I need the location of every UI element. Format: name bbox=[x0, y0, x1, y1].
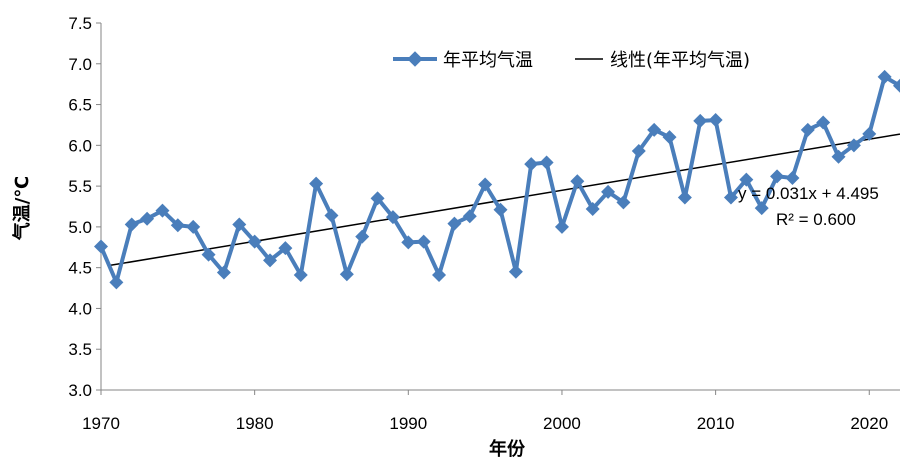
x-tick-label: 1980 bbox=[236, 414, 274, 433]
data-point-marker bbox=[524, 157, 539, 172]
y-tick-label: 6.0 bbox=[68, 136, 92, 155]
data-point-marker bbox=[554, 219, 569, 234]
data-point-marker bbox=[677, 190, 692, 205]
x-tick-label: 1970 bbox=[82, 414, 120, 433]
data-point-marker bbox=[539, 155, 554, 170]
x-tick-label: 2000 bbox=[543, 414, 581, 433]
data-point-marker bbox=[693, 113, 708, 128]
data-point-marker bbox=[616, 195, 631, 210]
trendline bbox=[108, 133, 900, 267]
data-point-marker bbox=[846, 138, 861, 153]
x-axis-title: 年份 bbox=[489, 438, 526, 458]
data-point-marker bbox=[662, 130, 677, 145]
data-point-marker bbox=[739, 172, 754, 187]
legend-marker-series bbox=[407, 51, 423, 67]
data-point-marker bbox=[201, 247, 216, 262]
data-point-marker bbox=[816, 115, 831, 130]
data-point-marker bbox=[478, 177, 493, 192]
data-point-marker bbox=[109, 275, 124, 290]
data-point-marker bbox=[570, 174, 585, 189]
data-point-marker bbox=[216, 265, 231, 280]
data-point-marker bbox=[631, 144, 646, 159]
x-axis: 1970 1980 1990 2000 2010 2020 bbox=[82, 389, 900, 433]
data-point-marker bbox=[278, 241, 293, 256]
y-tick-label: 7.5 bbox=[68, 14, 92, 33]
data-point-marker bbox=[263, 253, 278, 268]
y-tick-label: 4.5 bbox=[68, 259, 92, 278]
y-tick-label: 7.0 bbox=[68, 55, 92, 74]
data-point-marker bbox=[385, 210, 400, 225]
data-point-marker bbox=[339, 267, 354, 282]
data-point-marker bbox=[462, 209, 477, 224]
data-point-marker bbox=[493, 202, 508, 217]
data-point-marker bbox=[893, 78, 900, 93]
data-point-marker bbox=[416, 234, 431, 249]
r-squared-label: R² = 0.600 bbox=[776, 210, 856, 229]
legend-label-trendline: 线性(年平均气温) bbox=[610, 50, 750, 71]
data-point-marker bbox=[140, 211, 155, 226]
y-tick-label: 6.5 bbox=[68, 96, 92, 115]
data-point-marker bbox=[508, 264, 523, 279]
data-point-marker bbox=[585, 201, 600, 216]
data-point-marker bbox=[708, 113, 723, 128]
trendline-equation: y = 0.031x + 4.495 bbox=[738, 184, 879, 203]
data-point-marker bbox=[309, 176, 324, 191]
y-axis: 3.0 3.5 4.0 4.5 5.0 5.5 6.0 6.5 7.0 7.5 bbox=[68, 14, 102, 400]
data-point-marker bbox=[401, 235, 416, 250]
plot-area bbox=[94, 69, 900, 290]
data-point-marker bbox=[785, 170, 800, 185]
data-point-marker bbox=[94, 239, 108, 254]
y-tick-label: 5.5 bbox=[68, 177, 92, 196]
data-point-marker bbox=[370, 191, 385, 206]
x-tick-label: 1990 bbox=[389, 414, 427, 433]
data-point-marker bbox=[432, 268, 447, 283]
data-point-marker bbox=[770, 169, 785, 184]
y-axis-title: 气温/℃ bbox=[11, 176, 33, 241]
data-point-marker bbox=[447, 216, 462, 231]
data-point-marker bbox=[800, 122, 815, 137]
data-point-marker bbox=[232, 217, 247, 232]
legend: 年平均气温 线性(年平均气温) bbox=[393, 50, 750, 71]
x-tick-label: 2020 bbox=[850, 414, 888, 433]
data-point-marker bbox=[723, 190, 738, 205]
data-point-marker bbox=[754, 201, 769, 216]
data-point-marker bbox=[170, 218, 185, 233]
data-point-marker bbox=[877, 69, 892, 84]
data-point-marker bbox=[186, 219, 201, 234]
y-tick-label: 5.0 bbox=[68, 218, 92, 237]
y-tick-label: 3.0 bbox=[68, 381, 92, 400]
y-tick-label: 3.5 bbox=[68, 340, 92, 359]
data-point-marker bbox=[647, 122, 662, 137]
data-point-marker bbox=[324, 208, 339, 223]
data-point-marker bbox=[862, 126, 877, 141]
data-point-marker bbox=[293, 268, 308, 283]
data-point-marker bbox=[124, 217, 139, 232]
legend-label-series: 年平均气温 bbox=[443, 50, 533, 71]
data-point-marker bbox=[355, 229, 370, 244]
data-point-marker bbox=[601, 184, 616, 199]
data-point-marker bbox=[155, 203, 170, 218]
y-tick-label: 4.0 bbox=[68, 299, 92, 318]
data-point-marker bbox=[247, 234, 262, 249]
x-tick-label: 2010 bbox=[697, 414, 735, 433]
data-point-marker bbox=[831, 149, 846, 164]
